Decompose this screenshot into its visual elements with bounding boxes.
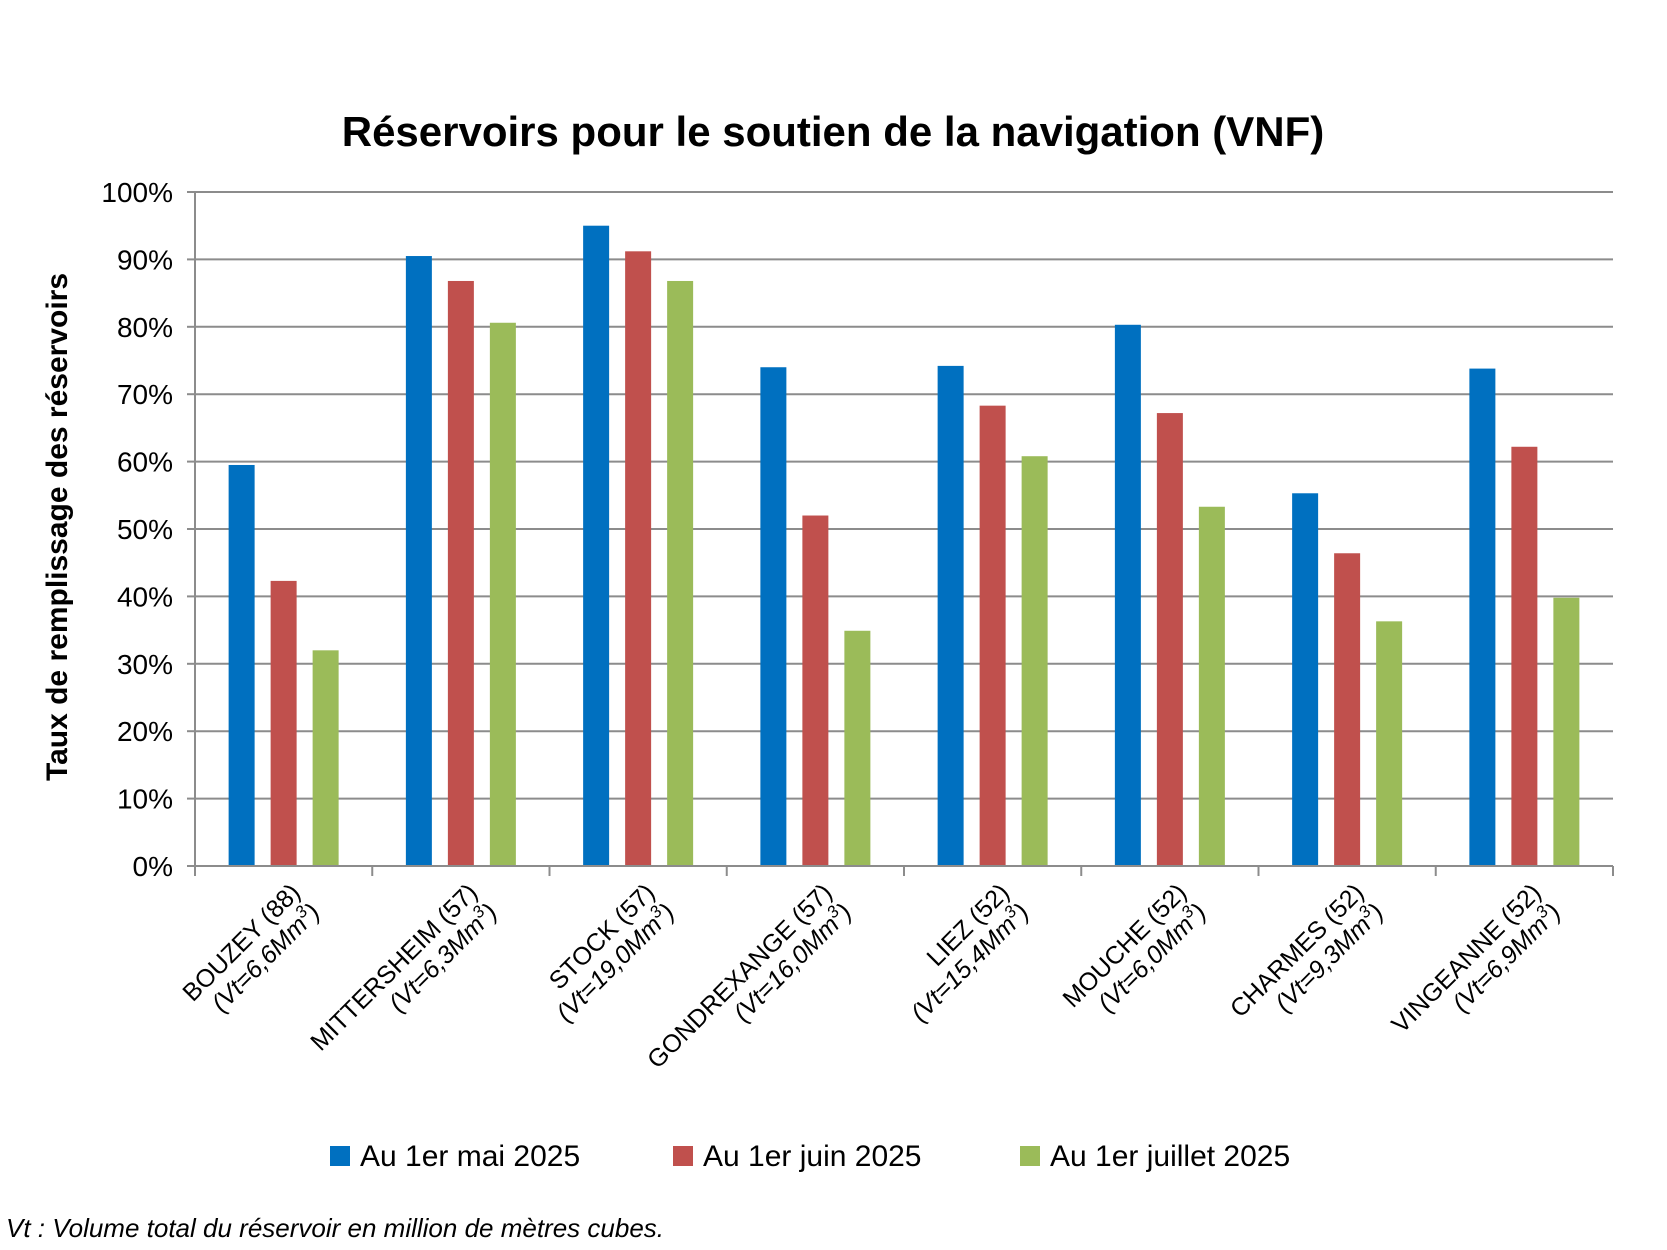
footnote: Vt : Volume total du réservoir en millio… — [6, 1213, 664, 1243]
y-tick-label: 40% — [117, 581, 173, 612]
bar-1-4 — [979, 405, 1006, 866]
y-tick-label: 50% — [117, 514, 173, 545]
bar-1-0 — [270, 580, 297, 866]
category-label: VINGEANNE (52)(Vt=6,9Mm3) — [1386, 878, 1566, 1038]
bar-1-6 — [1334, 553, 1361, 866]
legend: Au 1er mai 2025 Au 1er juin 2025 Au 1er ju… — [330, 1140, 1290, 1173]
bar-1-3 — [802, 515, 829, 866]
y-tick-label: 60% — [117, 447, 173, 478]
category-label: GONDREXANGE (57)(Vt=16,0Mm3) — [642, 878, 857, 1074]
bar-1-2 — [625, 251, 652, 866]
category-label: MOUCHE (52)(Vt=6,0Mm3) — [1057, 878, 1212, 1017]
bar-1-5 — [1156, 413, 1183, 866]
bar-2-5 — [1198, 506, 1225, 866]
category-label: BOUZEY (88)(Vt=6,6Mm3) — [177, 878, 325, 1017]
bar-2-7 — [1553, 597, 1580, 866]
bar-0-5 — [1114, 324, 1141, 866]
bar-1-1 — [447, 280, 474, 866]
category-labels: BOUZEY (88)(Vt=6,6Mm3)MITTERSHEIM (57)(V… — [177, 878, 1566, 1074]
y-tick-label: 30% — [117, 649, 173, 680]
bar-0-1 — [405, 256, 432, 866]
y-tick-label: 90% — [117, 244, 173, 275]
category-label: CHARMES (52)(Vt=9,3Mm3) — [1225, 878, 1389, 1023]
category-label: STOCK (57)(Vt=19,0Mm3) — [544, 878, 681, 1027]
category-name: GONDREXANGE (57) — [642, 878, 838, 1074]
legend-swatch — [1020, 1146, 1040, 1166]
legend-label: Au 1er juillet 2025 — [1050, 1140, 1290, 1173]
y-tick-label: 80% — [117, 312, 173, 343]
bar-2-6 — [1376, 621, 1403, 866]
bar-0-6 — [1292, 493, 1319, 866]
bar-2-3 — [844, 630, 871, 866]
bar-2-4 — [1021, 456, 1048, 866]
category-label: MITTERSHEIM (57)(Vt=6,3Mm3) — [305, 878, 503, 1056]
x-axis — [194, 865, 1614, 876]
legend-label: Au 1er mai 2025 — [360, 1140, 580, 1173]
category-name: MITTERSHEIM (57) — [305, 878, 483, 1056]
bars — [228, 225, 1580, 867]
legend-label: Au 1er juin 2025 — [703, 1140, 922, 1173]
bar-0-3 — [760, 367, 787, 866]
y-tick-labels: 0% 10% 20% 30% 40% 50% 60% 70% 80% 90% 100% — [101, 177, 173, 882]
bar-0-2 — [583, 225, 610, 866]
y-axis-label: Taux de remplissage des réservoirs — [41, 273, 74, 781]
y-tick-label: 100% — [101, 177, 173, 208]
bar-0-0 — [228, 464, 255, 866]
legend-swatch — [330, 1146, 350, 1166]
y-tick-label: 10% — [117, 784, 173, 815]
y-tick-label: 70% — [117, 379, 173, 410]
category-label: LIEZ (52)(Vt=15,4Mm3) — [906, 878, 1035, 1027]
legend-swatch — [673, 1146, 693, 1166]
bar-2-2 — [667, 280, 694, 866]
bar-0-4 — [937, 365, 964, 866]
bar-1-7 — [1511, 446, 1538, 866]
chart-title: Réservoirs pour le soutien de la navigat… — [342, 108, 1325, 155]
bar-0-7 — [1469, 368, 1496, 866]
bar-2-1 — [489, 322, 516, 867]
bar-2-0 — [312, 650, 339, 866]
y-tick-label: 20% — [117, 716, 173, 747]
y-tick-label: 0% — [133, 851, 173, 882]
